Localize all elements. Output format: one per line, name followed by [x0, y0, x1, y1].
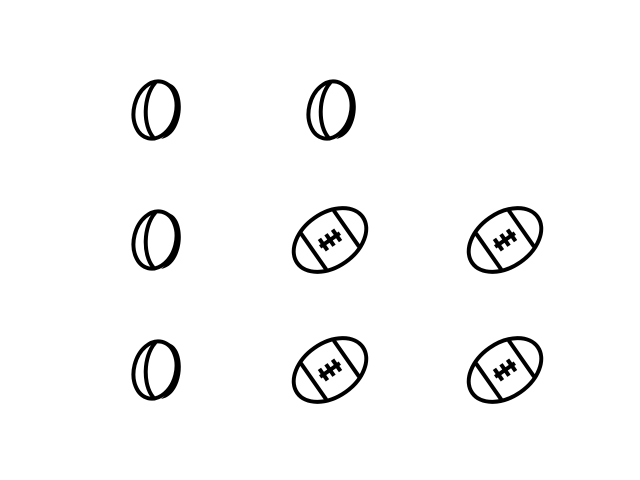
- rugby-ball-icon: [131, 339, 181, 401]
- rugby-ball-icon: [306, 79, 356, 141]
- american-football-icon: [466, 336, 544, 404]
- american-football-icon: [291, 336, 369, 404]
- rugby-ball-icon: [131, 209, 181, 271]
- grid-cell-r2-c1: [110, 195, 200, 285]
- grid-cell-r3-c1: [110, 325, 200, 415]
- grid-cell-r1-c2: [285, 65, 375, 155]
- american-football-icon: [291, 206, 369, 274]
- grid-cell-r1-c3-empty: [460, 65, 550, 155]
- american-football-icon: [466, 206, 544, 274]
- grid-cell-r3-c3: [460, 325, 550, 415]
- rugby-ball-icon: [131, 79, 181, 141]
- grid-cell-r3-c2: [285, 325, 375, 415]
- grid-cell-r2-c3: [460, 195, 550, 285]
- grid-cell-r2-c2: [285, 195, 375, 285]
- grid-cell-r1-c1: [110, 65, 200, 155]
